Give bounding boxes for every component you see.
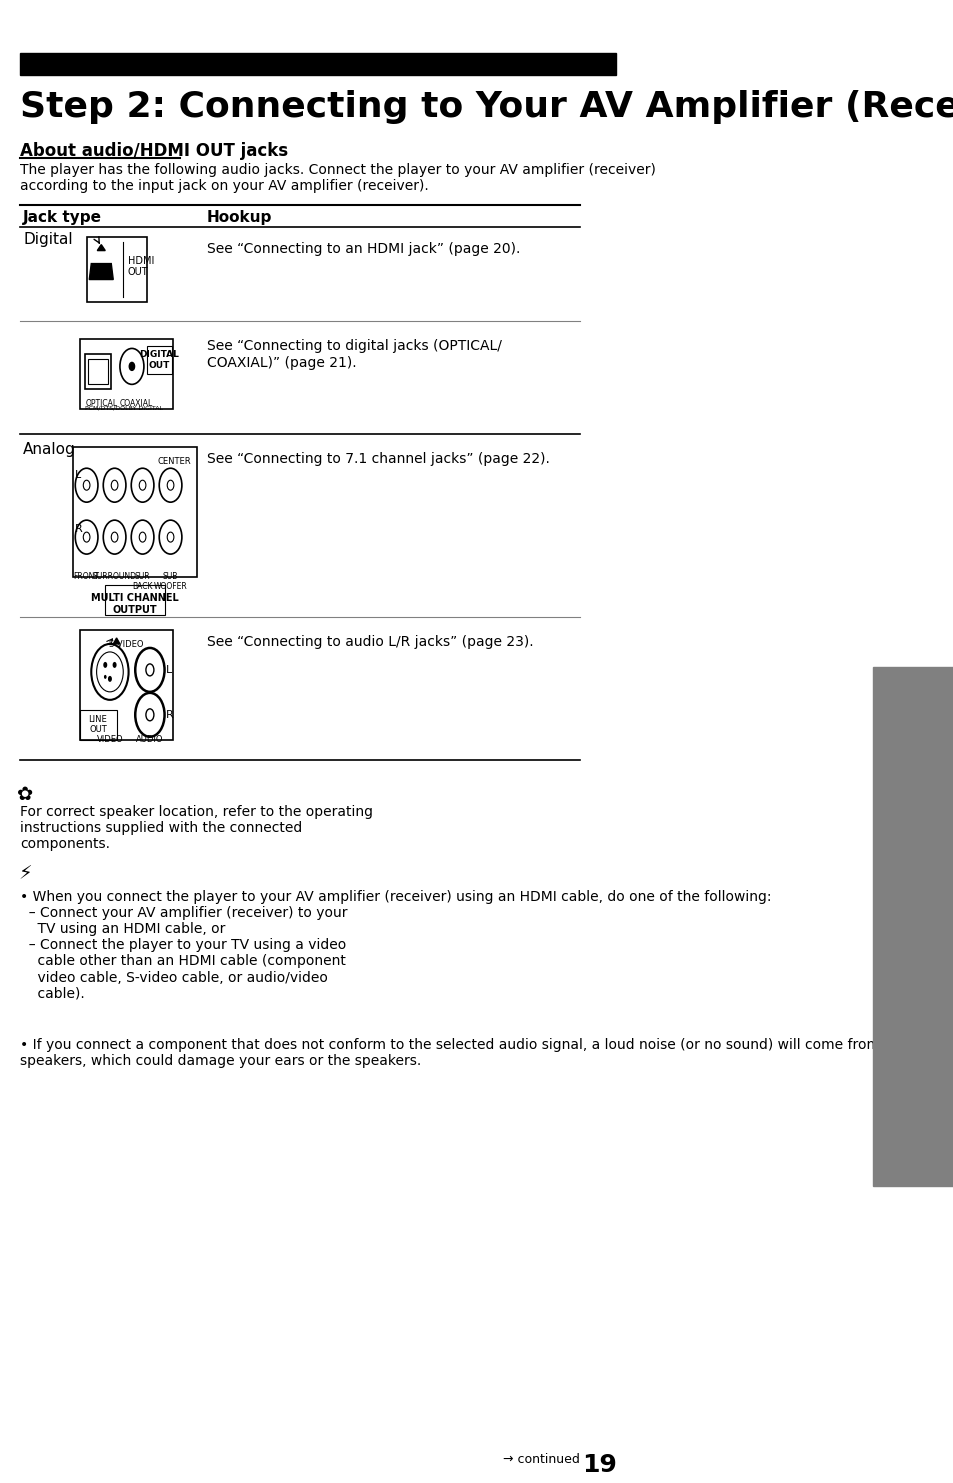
Bar	[88, 359, 108, 384]
Circle shape	[104, 675, 107, 679]
Text: L: L	[166, 664, 172, 675]
Text: For correct speaker location, refer to the operating
instructions supplied with : For correct speaker location, refer to t…	[20, 805, 373, 851]
Bar	[147, 347, 172, 374]
Text: AUDIO: AUDIO	[136, 734, 164, 744]
Text: Digital: Digital	[23, 231, 72, 246]
Text: SUB
WOOFER: SUB WOOFER	[153, 572, 187, 592]
Bar	[73, 448, 196, 577]
Bar	[20, 53, 615, 74]
Bar	[80, 340, 173, 409]
Text: ✿: ✿	[17, 785, 33, 804]
Text: About audio/HDMI OUT jacks: About audio/HDMI OUT jacks	[20, 142, 288, 160]
Text: See “Connecting to audio L/R jacks” (page 23).: See “Connecting to audio L/R jacks” (pag…	[206, 635, 533, 650]
Text: Hookups and Settings: Hookups and Settings	[906, 850, 919, 1004]
Polygon shape	[97, 245, 105, 251]
Text: See “Connecting to 7.1 channel jacks” (page 22).: See “Connecting to 7.1 channel jacks” (p…	[206, 452, 549, 466]
Text: COAXIAL: COAXIAL	[120, 399, 153, 408]
Text: PCM/DTS/DOLBY DIGITAL: PCM/DTS/DOLBY DIGITAL	[85, 405, 163, 411]
Text: DIGITAL
OUT: DIGITAL OUT	[139, 350, 179, 369]
Text: MULTI CHANNEL
OUTPUT: MULTI CHANNEL OUTPUT	[91, 593, 178, 614]
Text: R: R	[166, 710, 173, 719]
Text: See “Connecting to digital jacks (OPTICAL/
COAXIAL)” (page 21).: See “Connecting to digital jacks (OPTICA…	[206, 340, 501, 369]
Text: HDMI
OUT: HDMI OUT	[128, 255, 154, 277]
Bar	[105, 584, 165, 615]
Text: ⚡: ⚡	[18, 865, 32, 884]
Text: Hookup: Hookup	[206, 209, 272, 224]
Text: R: R	[74, 523, 82, 534]
Text: L: L	[74, 470, 81, 480]
Circle shape	[108, 676, 112, 682]
Text: 19: 19	[581, 1453, 617, 1477]
Text: • When you connect the player to your AV amplifier (receiver) using an HDMI cabl: • When you connect the player to your AV…	[20, 890, 771, 1001]
Text: VIDEO: VIDEO	[96, 734, 123, 744]
Text: SURROUND: SURROUND	[92, 572, 136, 581]
Text: • If you connect a component that does not conform to the selected audio signal,: • If you connect a component that does n…	[20, 1038, 906, 1068]
Text: See “Connecting to an HDMI jack” (page 20).: See “Connecting to an HDMI jack” (page 2…	[206, 242, 519, 255]
Text: → continued: → continued	[502, 1453, 579, 1465]
Bar	[80, 630, 173, 740]
Text: Step 2: Connecting to Your AV Amplifier (Receiver): Step 2: Connecting to Your AV Amplifier …	[20, 90, 953, 125]
Polygon shape	[90, 264, 113, 279]
Bar	[87, 237, 147, 301]
Text: SUR
BACK: SUR BACK	[132, 572, 152, 592]
Text: FRONT: FRONT	[73, 572, 99, 581]
Text: Jack type: Jack type	[23, 209, 102, 224]
Polygon shape	[113, 638, 120, 644]
Text: S VIDEO: S VIDEO	[110, 641, 144, 650]
Text: The player has the following audio jacks. Connect the player to your AV amplifie: The player has the following audio jacks…	[20, 163, 655, 193]
Bar	[80, 710, 116, 740]
Circle shape	[112, 661, 116, 667]
Text: LINE
OUT: LINE OUT	[89, 715, 107, 734]
Text: OPTICAL: OPTICAL	[85, 399, 117, 408]
Circle shape	[103, 661, 107, 667]
Circle shape	[129, 362, 134, 371]
Bar	[85, 354, 111, 390]
Text: Analog: Analog	[23, 442, 76, 457]
Text: CENTER: CENTER	[157, 457, 192, 466]
